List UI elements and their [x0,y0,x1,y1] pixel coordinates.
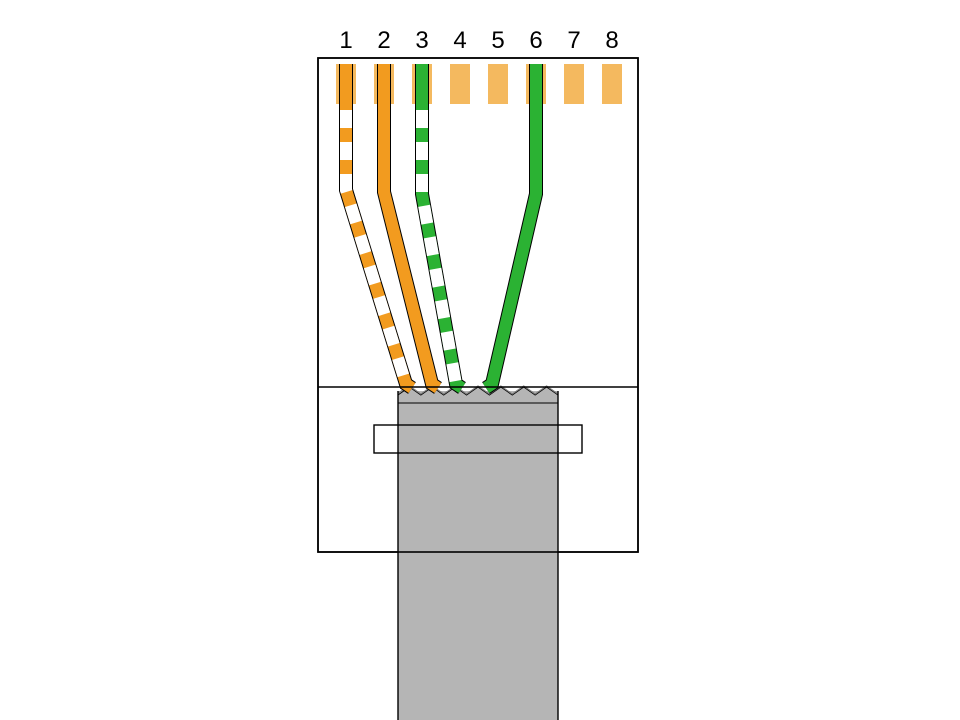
pin-label-1: 1 [339,27,352,54]
pin-label-5: 5 [491,27,504,54]
pin-contact-8 [602,64,622,104]
pin-label-7: 7 [567,27,580,54]
pin-label-8: 8 [605,27,618,54]
pin-contact-5 [488,64,508,104]
pin-label-4: 4 [453,27,466,54]
pin-contact-4 [450,64,470,104]
pin-label-3: 3 [415,27,428,54]
cable-jacket [398,391,558,720]
pin-contact-7 [564,64,584,104]
pin-label-2: 2 [377,27,390,54]
pin-label-6: 6 [529,27,542,54]
rj45-wiring-diagram: 12345678 [0,0,960,720]
